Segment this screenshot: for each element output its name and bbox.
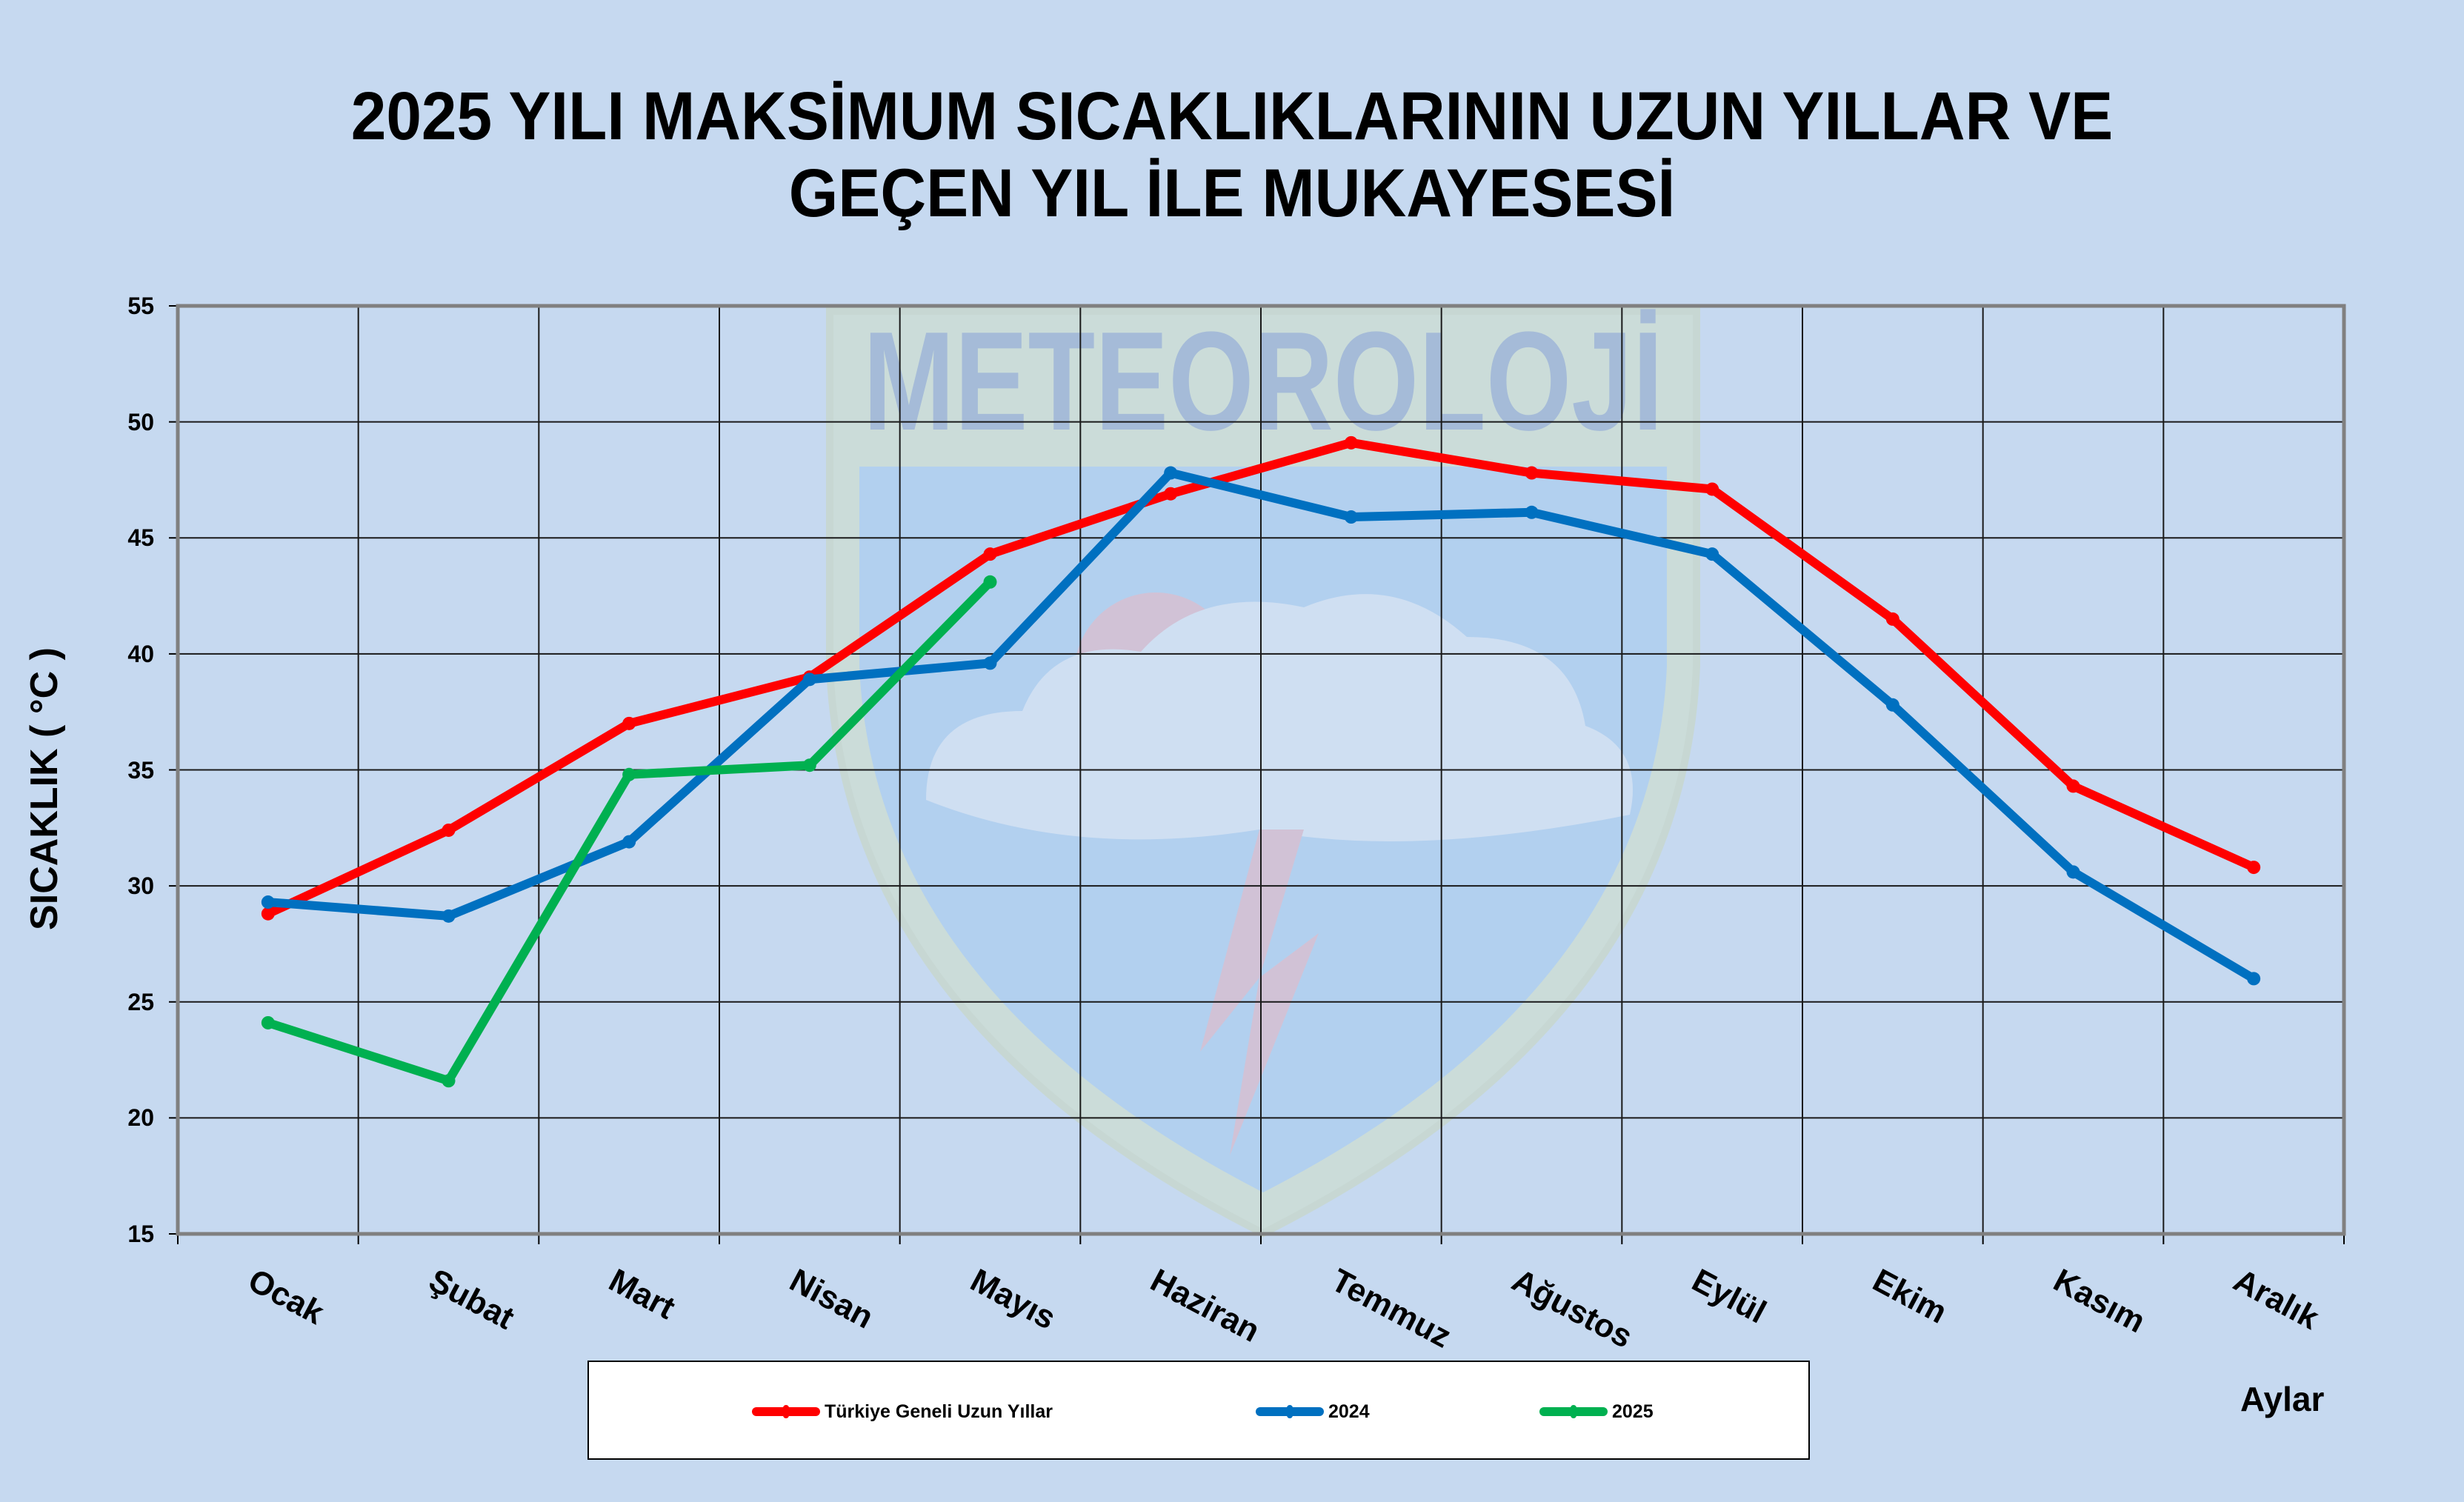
data-point-marker [983, 656, 997, 670]
legend-label: 2024 [1328, 1401, 1370, 1422]
data-point-marker [983, 547, 997, 561]
data-point-marker [802, 672, 816, 687]
data-point-marker [1344, 510, 1358, 524]
legend-swatch-blue-line-icon [1256, 1405, 1324, 1418]
series-long-term [261, 435, 2261, 921]
legend-swatch-red-line-icon [752, 1405, 820, 1418]
data-point-marker [1344, 435, 1358, 450]
data-point-marker [2247, 861, 2261, 875]
legend-label: 2025 [1612, 1401, 1654, 1422]
data-point-marker [1885, 698, 1899, 712]
data-point-marker [1885, 612, 1899, 626]
data-point-marker [261, 1015, 275, 1029]
data-point-marker [622, 716, 636, 730]
legend: Türkiye Geneli Uzun Yıllar 2024 2025 [587, 1361, 1810, 1460]
grid-lines [178, 306, 2344, 1234]
y-tick-label: 15 [127, 1221, 154, 1247]
data-point-marker [1164, 487, 1178, 501]
data-point-marker [261, 895, 275, 909]
data-point-marker [1705, 482, 1719, 496]
data-series [261, 435, 2261, 1088]
legend-item-2025: 2025 [1539, 1399, 1654, 1424]
y-tick-label: 55 [127, 293, 154, 319]
watermark-text: METEOROLOJİ [863, 303, 1663, 460]
legend-label: Türkiye Geneli Uzun Yıllar [825, 1401, 1053, 1422]
legend-item-2024: 2024 [1256, 1399, 1370, 1424]
y-tick-label: 45 [127, 524, 154, 552]
y-tick-label: 30 [127, 872, 154, 900]
data-point-marker [2066, 865, 2080, 879]
data-point-marker [1164, 466, 1178, 480]
x-axis-label: Aylar [2240, 1380, 2325, 1418]
data-point-marker [983, 575, 997, 589]
data-point-marker [1705, 547, 1719, 561]
legend-item-long-term: Türkiye Geneli Uzun Yıllar [752, 1399, 1053, 1424]
chart-title-line-1: 2025 YILI MAKSİMUM SICAKLIKLARININ UZUN … [350, 79, 2114, 154]
meteoroloji-logo-watermark: METEOROLOJİ [826, 303, 1700, 1238]
data-point-marker [622, 835, 636, 849]
chart-title-line-2: GEÇEN YIL İLE MUKAYESESİ [788, 156, 1676, 231]
data-point-marker [261, 907, 275, 921]
series-2024 [261, 466, 2261, 986]
y-tick-label: 20 [127, 1104, 154, 1132]
data-point-marker [1525, 466, 1539, 480]
data-point-marker [442, 1074, 456, 1088]
y-tick-label: 40 [127, 640, 154, 667]
chart-title: 2025 YILI MAKSİMUM SICAKLIKLARININ UZUN … [0, 78, 2464, 232]
data-point-marker [2247, 972, 2261, 986]
data-point-marker [442, 909, 456, 923]
y-tick-label: 25 [127, 988, 154, 1015]
series-2025 [261, 575, 997, 1088]
legend-swatch-green-line-icon [1539, 1405, 1608, 1418]
axes [169, 304, 2346, 1244]
data-point-marker [442, 823, 456, 837]
data-point-marker [802, 758, 816, 772]
data-point-marker [622, 767, 636, 781]
y-tick-label: 35 [127, 756, 154, 784]
data-point-marker [1525, 505, 1539, 519]
data-point-marker [2066, 779, 2080, 793]
y-tick-label: 50 [127, 408, 154, 435]
